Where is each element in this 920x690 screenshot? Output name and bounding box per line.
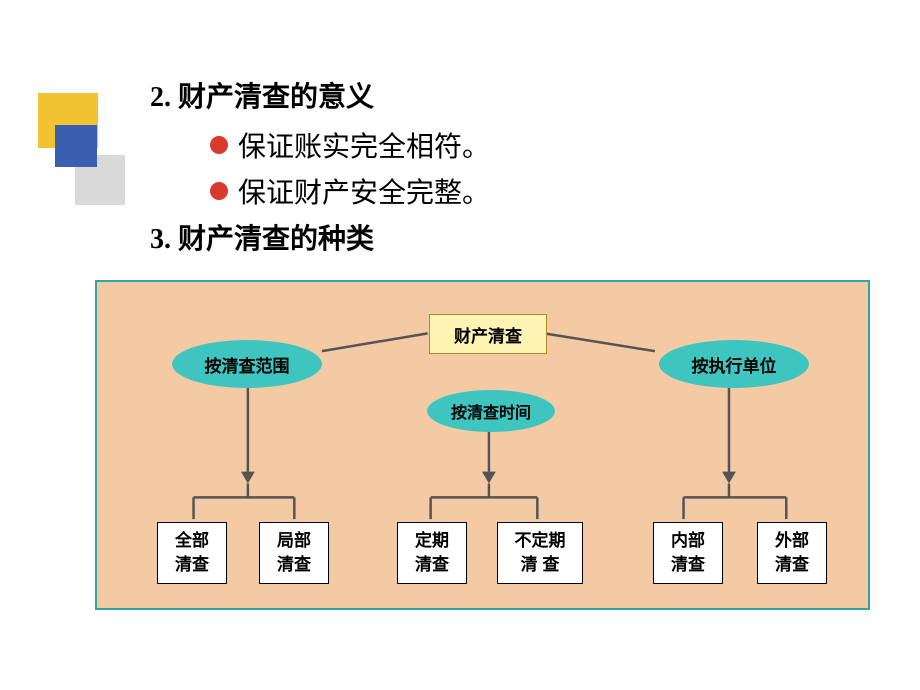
bullet-line-2: 保证财产安全完整。: [210, 171, 490, 211]
heading-3: 3. 财产清查的种类: [150, 217, 490, 257]
bullet-icon: [210, 182, 228, 200]
leaf-box-2: 定期 清查: [397, 522, 467, 584]
slide-text-block: 2. 财产清查的意义 保证账实完全相符。 保证财产安全完整。 3. 财产清查的种…: [150, 75, 490, 267]
diagram-container: 财产清查按清查范围按清查时间 按执行单位全部 清查局部 清查 定期 清查不定期 清 …: [95, 280, 870, 610]
deco-blue-square: [55, 125, 97, 167]
leaf-box-1: 局部 清查: [259, 522, 329, 584]
bullet-icon: [210, 136, 228, 154]
diagram-root-box: 财产清查: [429, 314, 547, 354]
category-ellipse-0: 按清查范围: [172, 340, 322, 388]
heading-2: 2. 财产清查的意义: [150, 75, 490, 115]
leaf-box-3: 不定期 清 查: [497, 522, 583, 584]
bullet-line-1: 保证账实完全相符。: [210, 125, 490, 165]
bullet-text-1: 保证账实完全相符。: [238, 125, 490, 165]
bullet-text-2: 保证财产安全完整。: [238, 171, 490, 211]
leaf-box-4: 内部 清查: [653, 522, 723, 584]
category-ellipse-1: 按清查时间: [427, 390, 555, 432]
category-ellipse-2: 按执行单位: [659, 340, 809, 388]
leaf-box-5: 外部 清查: [757, 522, 827, 584]
diagram-inner: 财产清查按清查范围按清查时间 按执行单位全部 清查局部 清查 定期 清查不定期 清 …: [97, 282, 868, 608]
leaf-box-0: 全部 清查: [157, 522, 227, 584]
